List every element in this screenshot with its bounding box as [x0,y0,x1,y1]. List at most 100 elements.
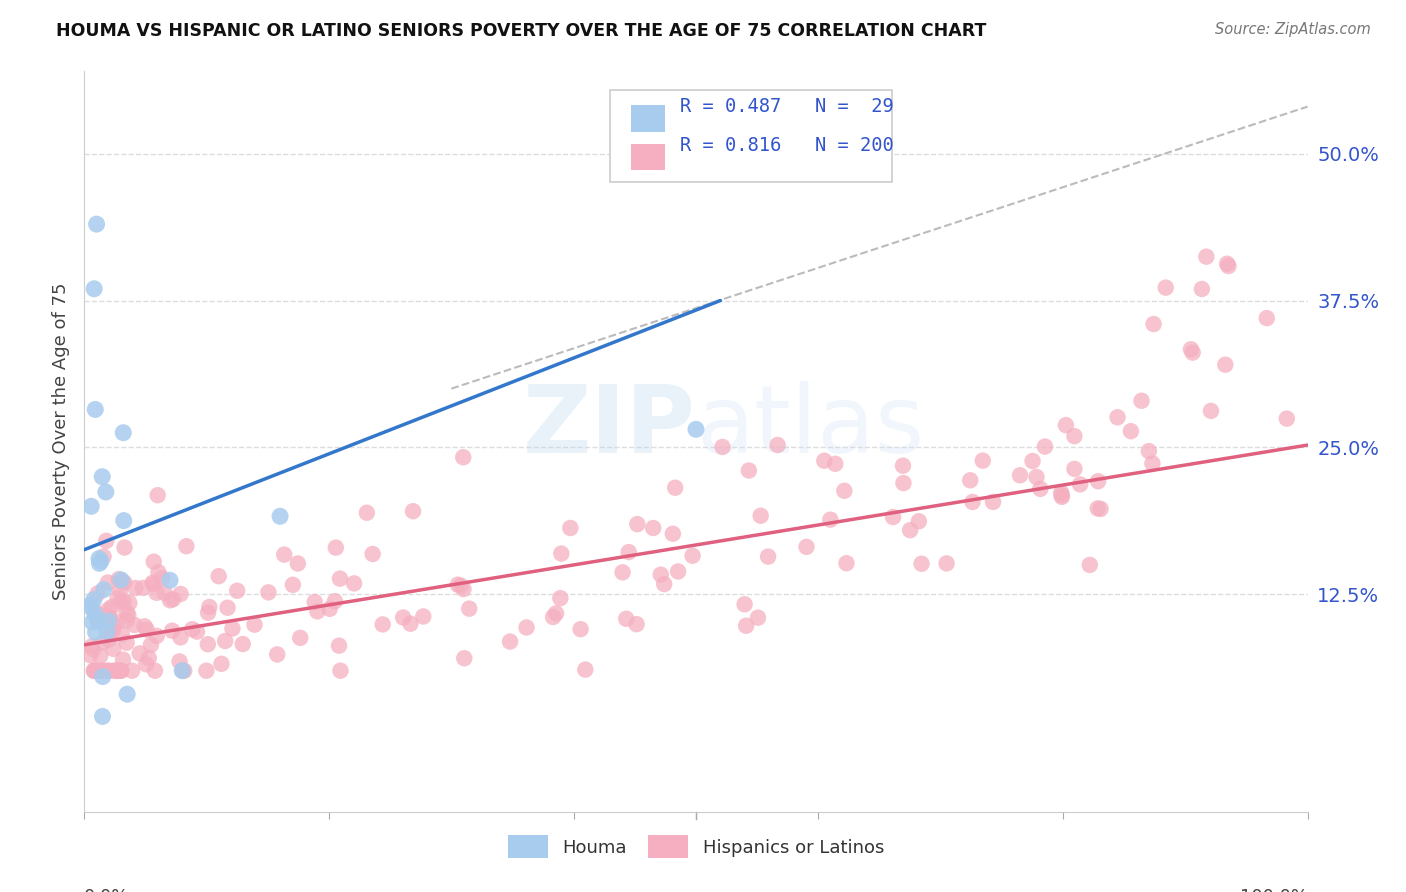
Point [1107,410,1129,425]
Point [891,458,914,473]
Point [107,572,129,586]
Point [1199,404,1222,418]
Point [325,541,347,555]
Point [96,624,118,639]
Point [169,655,191,669]
Point [114,541,136,555]
Point [83,607,105,621]
Point [266,648,288,662]
Point [685,422,707,436]
Point [1021,454,1043,468]
Point [115,605,138,619]
Point [173,664,195,678]
Point [796,540,818,554]
Point [1130,393,1153,408]
Point [343,576,366,591]
Point [747,610,769,624]
Point [666,565,689,579]
Point [824,457,846,471]
Point [908,514,931,528]
Point [257,585,280,599]
Point [93,582,115,597]
Point [550,547,572,561]
Point [208,569,231,583]
Point [93,549,115,564]
Point [110,664,132,678]
Point [226,583,249,598]
Point [89,648,111,663]
Point [124,618,146,632]
Point [273,548,295,562]
Point [1119,424,1142,438]
Point [83,664,105,678]
Point [1216,257,1239,271]
Point [541,610,564,624]
Point [150,571,173,585]
Point [83,592,105,607]
Point [1063,462,1085,476]
Point [96,664,118,678]
Text: ZIP: ZIP [523,381,696,473]
Point [1050,488,1073,502]
Point [412,609,434,624]
Point [1218,259,1240,273]
Point [98,612,121,626]
Point [1154,280,1177,294]
Point [450,579,472,593]
Point [82,642,104,657]
Point [101,600,124,615]
Point [451,450,474,465]
Point [453,651,475,665]
Point [882,510,904,524]
Legend: Houma, Hispanics or Latinos: Houma, Hispanics or Latinos [501,828,891,865]
Point [626,517,648,532]
Point [1142,457,1164,471]
Point [1008,468,1031,483]
Text: atlas: atlas [696,381,924,473]
Point [169,587,191,601]
Point [83,664,105,678]
Point [550,591,572,606]
Point [402,504,425,518]
Point [1063,429,1085,443]
Point [87,613,110,627]
Point [112,514,135,528]
Y-axis label: Seniors Poverty Over the Age of 75: Seniors Poverty Over the Age of 75 [52,283,70,600]
Point [181,622,204,636]
Point [323,594,346,608]
Point [650,567,672,582]
Point [84,625,107,640]
FancyBboxPatch shape [631,105,665,132]
Point [80,640,103,654]
Point [153,586,176,600]
Point [499,634,522,648]
Point [117,607,139,622]
Point [97,602,120,616]
Point [221,622,243,636]
Point [197,637,219,651]
Point [1087,474,1109,488]
Point [132,581,155,595]
Point [735,618,758,632]
Point [91,636,114,650]
Point [112,575,135,590]
Point [1029,482,1052,496]
Point [112,425,135,440]
Point [959,473,981,487]
Point [962,495,984,509]
Point [83,664,105,678]
Point [108,583,131,598]
Point [97,614,120,628]
Point [214,634,236,648]
Point [142,555,165,569]
Text: 100.0%: 100.0% [1240,888,1308,892]
Point [83,282,105,296]
Point [898,523,921,537]
Point [86,614,108,628]
Point [1195,250,1218,264]
Point [107,591,129,605]
Point [90,664,112,678]
Point [1275,411,1298,425]
Point [82,615,104,629]
Point [361,547,384,561]
